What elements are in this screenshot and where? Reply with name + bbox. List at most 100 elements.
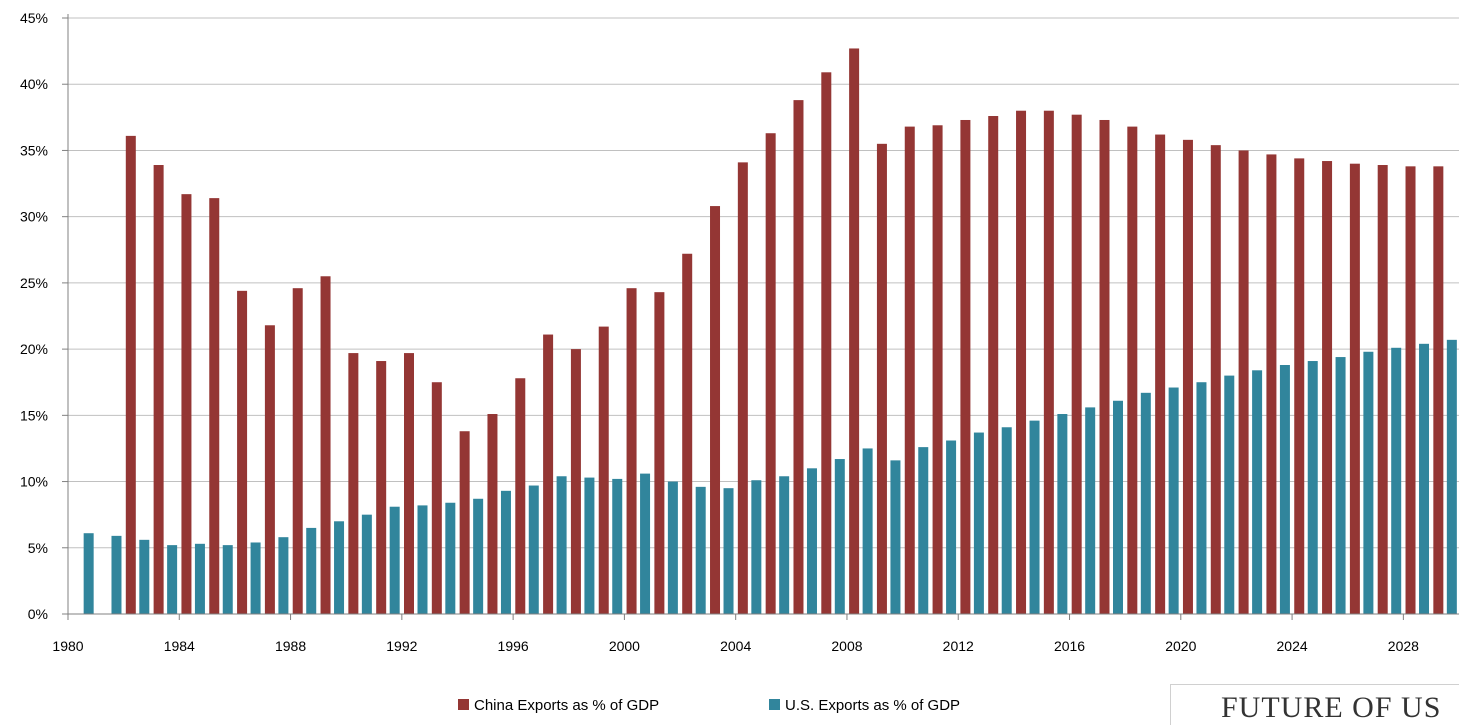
china-bar [766,133,776,614]
us-bar [473,499,483,614]
us-bar [1280,365,1290,614]
gridlines [68,18,1459,548]
y-tick-label: 30% [20,209,48,225]
china-bar [571,349,581,614]
china-bar [1100,120,1110,614]
china-bar [1350,164,1360,614]
us-bar [946,440,956,614]
us-bar [1113,401,1123,614]
us-bar [557,476,567,614]
us-bar [1196,382,1206,614]
y-tick-label: 40% [20,76,48,92]
legend-label: U.S. Exports as % of GDP [785,697,960,714]
us-bar [139,540,149,614]
us-bar [696,487,706,614]
china-bar [515,378,525,614]
china-bar [1183,140,1193,614]
china-bar [1322,161,1332,614]
china-bar [1127,127,1137,614]
us-bar [1002,427,1012,614]
us-bar [1085,407,1095,614]
x-tick-label: 1992 [386,638,417,654]
china-bar [154,165,164,614]
china-bar [321,276,331,614]
brand-logo: FUTURE OF US [1170,684,1459,725]
china-bar [376,361,386,614]
china-bar [293,288,303,614]
us-bar [807,468,817,614]
y-tick-label: 45% [20,10,48,26]
china-bar [1072,115,1082,614]
us-bar [1057,414,1067,614]
y-tick-label: 35% [20,142,48,158]
us-bar [1419,344,1429,614]
us-bar [1363,352,1373,614]
china-bar [905,127,915,614]
us-bar [362,515,372,614]
china-bar [710,206,720,614]
legend: China Exports as % of GDP U.S. Exports as… [458,697,960,714]
china-bar [265,325,275,614]
x-tick-label: 2008 [831,638,862,654]
us-bar [1252,370,1262,614]
y-tick-label: 0% [28,606,48,622]
china-bar [1239,150,1249,614]
china-bar [1155,135,1165,614]
us-bar [1030,421,1040,614]
china-bar [738,162,748,614]
x-tick-label: 1988 [275,638,306,654]
china-bar [877,144,887,614]
x-tick-label: 2028 [1388,638,1419,654]
china-bar [682,254,692,614]
china-bar [1211,145,1221,614]
us-bar [84,533,94,614]
us-bar [1336,357,1346,614]
china-bar [1294,158,1304,614]
china-bar [821,72,831,614]
us-bar [251,542,261,614]
us-bar [445,503,455,614]
china-bar [404,353,414,614]
china-bar [1433,166,1443,614]
x-tick-label: 1984 [164,638,195,654]
us-bar [918,447,928,614]
china-bar [460,431,470,614]
us-bar [584,478,594,614]
china-bar [627,288,637,614]
china-bar [1378,165,1388,614]
china-bar [849,48,859,614]
china-bar [432,382,442,614]
china-bar [599,327,609,614]
china-bar [348,353,358,614]
y-tick-label: 10% [20,474,48,490]
us-bar [167,545,177,614]
x-tick-label: 2012 [943,638,974,654]
us-bar [418,505,428,614]
china-bar [793,100,803,614]
us-bar [1224,376,1234,614]
us-bar [111,536,121,614]
china-bar [654,292,664,614]
china-bar [1016,111,1026,614]
us-bar [668,482,678,614]
us-bar [835,459,845,614]
y-axis-tick-labels: 0% 5% 10% 15% 20% 25% 30% 35% 40% 45% [20,10,48,622]
us-bar [890,460,900,614]
us-bar [612,479,622,614]
china-bar [237,291,247,614]
us-bar [334,521,344,614]
y-tick-label: 25% [20,275,48,291]
brand-text: FUTURE OF US [1221,691,1441,725]
us-bar [751,480,761,614]
china-bar [933,125,943,614]
us-bar [223,545,233,614]
us-bar [974,433,984,614]
x-axis-tick-labels: 1980 1984 1988 1992 1996 2000 2004 2008 2012 2016… [52,638,1419,654]
x-tick-label: 2020 [1165,638,1196,654]
us-bar [529,486,539,614]
china-bar [1406,166,1416,614]
china-bar [1044,111,1054,614]
y-tick-label: 5% [28,540,48,556]
x-tick-label: 2004 [720,638,751,654]
